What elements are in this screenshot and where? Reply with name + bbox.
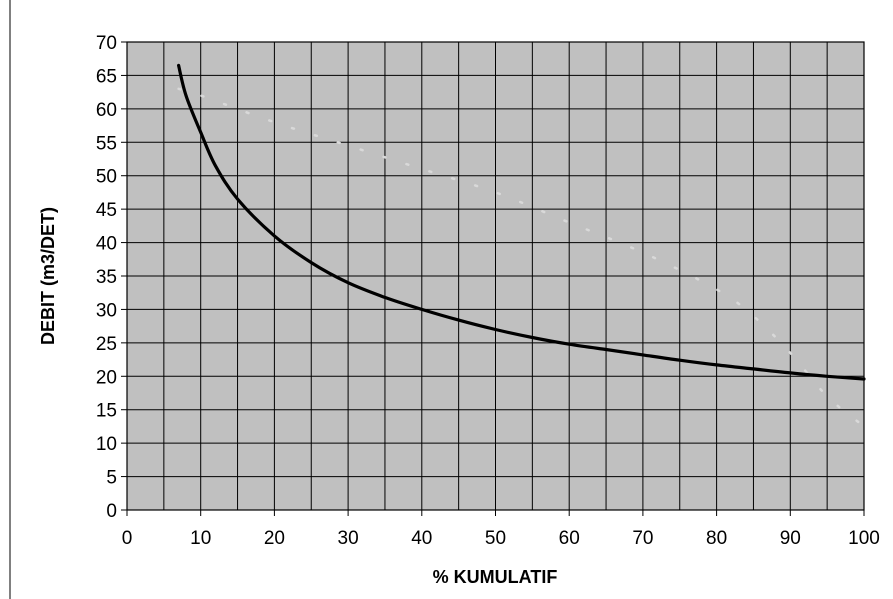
x-tick-label: 0 [122,528,133,549]
x-tick-label: 100 [848,528,880,549]
x-tick-label: 90 [780,528,801,549]
y-tick-label: 45 [96,200,117,221]
y-tick-label: 25 [96,334,117,355]
y-tick-label: 60 [96,100,117,121]
x-axis-title: % KUMULATIF [433,567,558,587]
x-tick-label: 60 [559,528,580,549]
y-tick-label: 10 [96,434,117,455]
x-tick-label: 80 [706,528,727,549]
x-axis-ticks: 0 10 20 30 40 50 60 70 80 90 100 [122,510,880,549]
y-tick-label: 40 [96,234,117,255]
y-axis-ticks: 0 5 10 15 20 25 30 35 40 45 50 55 60 65 70 [96,33,127,522]
gridlines [127,42,864,510]
series-line-main [177,63,866,381]
y-tick-label: 20 [96,367,117,388]
x-tick-label: 30 [338,528,359,549]
x-tick-label: 70 [632,528,653,549]
y-tick-label: 15 [96,401,117,422]
x-tick-label: 20 [264,528,285,549]
y-tick-label: 0 [106,501,117,522]
y-tick-label: 30 [96,300,117,321]
y-tick-label: 50 [96,167,117,188]
y-tick-label: 70 [96,33,117,54]
x-tick-label: 50 [485,528,506,549]
y-axis-title: DEBIT (m3/DET) [38,207,58,345]
y-tick-label: 5 [106,468,117,489]
y-tick-label: 35 [96,267,117,288]
x-tick-label: 10 [190,528,211,549]
series-group [177,63,866,428]
y-tick-label: 55 [96,133,117,154]
y-tick-label: 65 [96,66,117,87]
x-tick-label: 40 [411,528,432,549]
